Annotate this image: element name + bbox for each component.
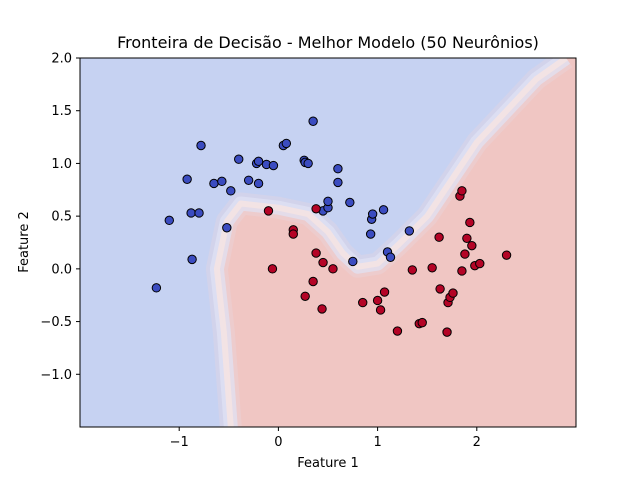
- class1-point: [442, 327, 452, 337]
- class1-point: [317, 304, 327, 314]
- class0-point: [268, 160, 279, 171]
- class0-point: [404, 226, 415, 236]
- class1-point: [501, 250, 512, 260]
- class1-point: [328, 264, 338, 274]
- class0-point: [243, 175, 254, 185]
- class1-point: [318, 257, 328, 268]
- class0-point: [378, 205, 389, 215]
- class1-point: [358, 297, 368, 308]
- class0-point: [367, 209, 378, 219]
- class0-point: [194, 208, 204, 218]
- class0-point: [333, 164, 343, 174]
- y-tick-label: 0.5: [51, 210, 72, 225]
- class0-point: [365, 229, 376, 239]
- y-axis-label: Feature 2: [17, 211, 32, 273]
- boundary-band-inner: [213, 58, 568, 427]
- class1-point: [311, 204, 321, 214]
- x-tick-label: −1: [170, 435, 189, 450]
- y-tick-label: 1.0: [51, 157, 72, 172]
- class1-point: [263, 206, 274, 216]
- class0-point: [253, 156, 264, 167]
- class1-point: [300, 291, 310, 301]
- class0-point: [186, 208, 196, 218]
- class1-point: [465, 217, 475, 228]
- class1-point: [457, 266, 467, 276]
- class1-point: [392, 326, 403, 336]
- class0-point: [308, 116, 318, 126]
- x-axis-ticks: −1 0 1 2: [170, 427, 481, 450]
- class0-point: [385, 252, 396, 262]
- axes-frame: [79, 57, 577, 428]
- class0-point: [196, 140, 206, 151]
- class1-point: [467, 240, 477, 251]
- class1-point: [372, 295, 383, 306]
- x-tick-label: 0: [274, 435, 282, 450]
- class0-point: [182, 174, 192, 184]
- class1-point: [427, 263, 437, 273]
- class0-point: [209, 178, 219, 189]
- class1-point: [448, 288, 458, 298]
- class1-point: [375, 305, 386, 315]
- class0-point: [187, 254, 197, 265]
- class0-point: [217, 176, 227, 187]
- class0-point: [222, 223, 232, 233]
- class1-point: [379, 287, 390, 297]
- class1-point: [475, 258, 485, 269]
- y-tick-label: 1.5: [51, 104, 72, 119]
- class1-point: [311, 248, 321, 258]
- class0-point: [164, 215, 174, 226]
- class1-point: [462, 233, 472, 243]
- class1-point: [435, 284, 445, 294]
- class1-point: [457, 186, 467, 196]
- x-tick-label: 2: [473, 435, 481, 450]
- data-points: [151, 116, 512, 337]
- plot-area: [80, 58, 576, 427]
- chart-title: Fronteira de Decisão - Melhor Modelo (50…: [117, 33, 539, 52]
- y-tick-label: 0.0: [51, 262, 72, 277]
- class0-point: [348, 256, 358, 267]
- class0-point: [345, 197, 355, 208]
- class0-point: [333, 177, 343, 188]
- class0-point: [234, 154, 244, 164]
- class0-point: [281, 138, 292, 149]
- class1-point: [288, 229, 298, 239]
- class1-point: [460, 249, 470, 259]
- y-tick-label: −0.5: [40, 315, 72, 330]
- decision-boundary-bands: [205, 58, 573, 427]
- y-axis-ticks: −1.0 −0.5 0.0 0.5 1.0 1.5 2.0: [40, 52, 80, 383]
- class1-point: [407, 265, 418, 275]
- x-tick-label: 1: [373, 435, 381, 450]
- class0-point: [303, 158, 313, 169]
- y-tick-label: −1.0: [40, 368, 72, 383]
- class0-point: [226, 186, 236, 196]
- class0-point: [151, 283, 162, 293]
- class1-region: [216, 58, 576, 427]
- x-axis-label: Feature 1: [297, 456, 359, 471]
- y-tick-label: 2.0: [51, 52, 72, 67]
- class0-point: [323, 196, 333, 207]
- class1-point: [434, 232, 444, 242]
- class1-point: [267, 264, 278, 274]
- class1-point: [308, 276, 318, 287]
- class1-point: [417, 317, 427, 328]
- class0-point: [253, 178, 264, 189]
